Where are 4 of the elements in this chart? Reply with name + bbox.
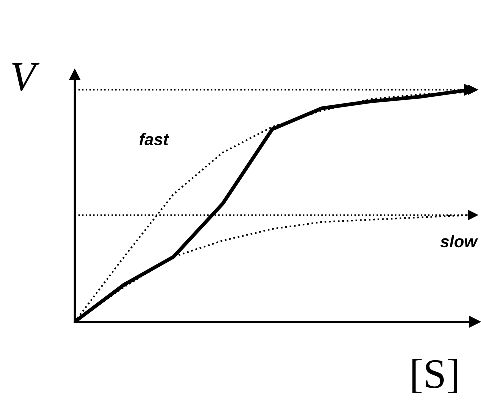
annotation: fast [140, 133, 170, 146]
annotation: slow [440, 235, 478, 248]
y-axis-title: V [12, 64, 40, 92]
x-axis-title: [S] [412, 359, 458, 394]
